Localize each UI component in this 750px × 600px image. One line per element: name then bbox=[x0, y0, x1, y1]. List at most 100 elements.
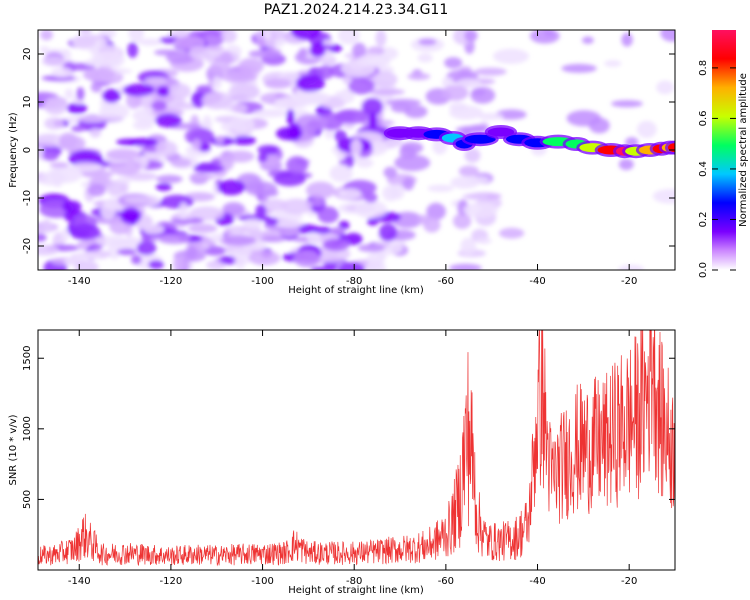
spectrogram-noise-blob bbox=[44, 117, 65, 130]
spectrogram-noise-blob bbox=[493, 48, 529, 64]
spectrogram-noise-blob bbox=[131, 254, 142, 265]
spectrogram-noise-blob bbox=[123, 196, 157, 204]
spectrogram-noise-blob bbox=[203, 246, 226, 256]
colorbar-tick-label: 0.2 bbox=[698, 212, 709, 228]
spectrogram-noise-blob bbox=[117, 176, 133, 184]
spectrogram-noise-blob bbox=[329, 164, 353, 183]
spectrogram-noise-blob bbox=[344, 232, 363, 246]
spectrogram-noise-blob bbox=[338, 159, 355, 166]
spectrogram-noise-blob bbox=[621, 32, 633, 47]
spectrogram-noise-blob bbox=[337, 30, 360, 45]
spectrogram-noise-blob bbox=[426, 202, 446, 221]
spectrogram-noise-blob bbox=[90, 81, 102, 93]
spectrogram-noise-blob bbox=[221, 71, 258, 83]
spectrogram-noise-blob bbox=[204, 51, 240, 66]
spectrogram-noise-blob bbox=[423, 217, 441, 233]
y-tick-label: 1500 bbox=[22, 346, 33, 371]
spectrogram-noise-blob bbox=[618, 264, 645, 270]
spectrogram-noise-blob bbox=[76, 87, 85, 101]
spectrogram-noise-field bbox=[38, 30, 675, 270]
spectrogram-noise-blob bbox=[449, 102, 468, 112]
spectrogram-noise-blob bbox=[357, 243, 385, 253]
spectrogram-noise-blob bbox=[305, 181, 336, 199]
spectrogram-noise-blob bbox=[427, 184, 454, 192]
spectrogram-noise-blob bbox=[660, 30, 675, 42]
colorbar-tick-label: 0.6 bbox=[698, 110, 709, 126]
spectrogram-noise-blob bbox=[51, 67, 73, 78]
spectrogram-noise-blob bbox=[39, 46, 50, 53]
spectrogram-noise-blob bbox=[338, 188, 362, 200]
y-tick-label: -20 bbox=[22, 238, 33, 254]
spectrogram-noise-blob bbox=[604, 60, 622, 67]
spectrogram-xlabel: Height of straight line (km) bbox=[288, 285, 424, 296]
spectrogram-noise-blob bbox=[354, 200, 388, 219]
spectrogram-ylabel: Frequency (Hz) bbox=[8, 112, 19, 188]
spectrogram-noise-blob bbox=[264, 78, 292, 89]
spectrogram-noise-blob bbox=[291, 30, 321, 40]
spectrogram-signal-ridge bbox=[383, 125, 675, 159]
colorbar-ticks: 0.0 0.2 0.4 0.6 0.8 bbox=[698, 60, 736, 278]
spectrogram-noise-blob bbox=[141, 234, 152, 243]
spectrogram-noise-blob bbox=[402, 177, 415, 191]
spectrogram-noise-blob bbox=[417, 53, 433, 63]
spectrogram-noise-blob bbox=[69, 223, 101, 241]
spectrogram-noise-blob bbox=[188, 223, 218, 234]
spectrogram-noise-blob bbox=[338, 262, 365, 270]
y-tick-label: 1000 bbox=[22, 416, 33, 441]
spectrogram-noise-blob bbox=[452, 213, 472, 230]
spectrogram-noise-blob bbox=[611, 100, 643, 108]
spectrogram-noise-blob bbox=[370, 88, 406, 96]
spectrogram-noise-blob bbox=[274, 219, 305, 229]
spectrogram-noise-blob bbox=[165, 50, 195, 65]
spectrogram-noise-blob bbox=[462, 193, 490, 200]
spectrogram-noise-blob bbox=[441, 85, 469, 101]
spectrogram-noise-blob bbox=[40, 30, 53, 41]
spectrogram-noise-blob bbox=[155, 113, 182, 128]
spectrogram-noise-blob bbox=[72, 33, 108, 51]
y-tick-label: 20 bbox=[22, 48, 33, 61]
spectrogram-noise-blob bbox=[265, 217, 279, 226]
y-tick-label: 500 bbox=[22, 490, 33, 509]
y-tick-label: -10 bbox=[22, 190, 33, 206]
spectrogram-noise-blob bbox=[156, 86, 171, 97]
spectrogram-noise-blob bbox=[404, 105, 428, 119]
spectrogram-noise-blob bbox=[298, 47, 308, 58]
y-tick-label: 0 bbox=[22, 147, 33, 153]
spectrogram-noise-blob bbox=[302, 91, 331, 105]
spectrogram-noise-blob bbox=[248, 49, 281, 58]
spectrogram-noise-blob bbox=[253, 109, 288, 118]
x-tick-label: -20 bbox=[621, 276, 637, 287]
spectrogram-noise-blob bbox=[368, 112, 378, 130]
x-tick-label: -20 bbox=[621, 576, 637, 587]
spectrogram-noise-blob bbox=[43, 97, 68, 115]
spectrogram-noise-blob bbox=[173, 255, 186, 270]
spectrogram-noise-blob bbox=[340, 87, 355, 104]
snr-xlabel: Height of straight line (km) bbox=[288, 585, 424, 596]
spectrogram-noise-blob bbox=[455, 78, 482, 89]
snr-frame bbox=[37, 329, 676, 571]
spectrogram-noise-blob bbox=[151, 100, 167, 112]
colorbar-gradient bbox=[712, 30, 736, 270]
spectrogram-noise-blob bbox=[42, 56, 65, 67]
spectrogram-noise-blob bbox=[127, 42, 138, 58]
spectrogram-noise-blob bbox=[129, 137, 158, 147]
spectrogram-noise-blob bbox=[474, 67, 507, 76]
x-tick-label: -100 bbox=[251, 576, 274, 587]
snr-series bbox=[38, 330, 675, 567]
spectrogram-noise-blob bbox=[449, 263, 482, 270]
spectrogram-noise-blob bbox=[100, 203, 116, 220]
figure-title: PAZ1.2024.214.23.34.G11 bbox=[264, 2, 449, 18]
spectrogram-noise-blob bbox=[89, 128, 102, 138]
spectrogram-noise-blob bbox=[444, 57, 463, 69]
spectrogram-noise-blob bbox=[201, 91, 233, 110]
colorbar-label: Normalized spectral amplitude bbox=[738, 73, 749, 227]
spectrogram-noise-blob bbox=[58, 135, 86, 151]
spectrogram-noise-blob bbox=[274, 97, 306, 107]
spectrogram-noise-blob bbox=[168, 83, 191, 100]
ridge-segment bbox=[464, 134, 496, 144]
spectrogram-noise-blob bbox=[106, 180, 125, 197]
spectrogram-noise-blob bbox=[280, 198, 313, 215]
spectrogram-noise-blob bbox=[295, 74, 325, 92]
spectrogram-noise-blob bbox=[460, 237, 477, 256]
spectrogram-noise-blob bbox=[81, 170, 114, 179]
